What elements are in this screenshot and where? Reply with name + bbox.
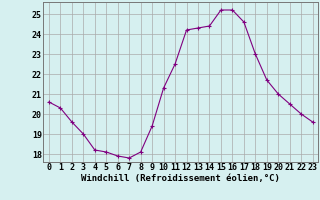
X-axis label: Windchill (Refroidissement éolien,°C): Windchill (Refroidissement éolien,°C) — [81, 174, 280, 183]
